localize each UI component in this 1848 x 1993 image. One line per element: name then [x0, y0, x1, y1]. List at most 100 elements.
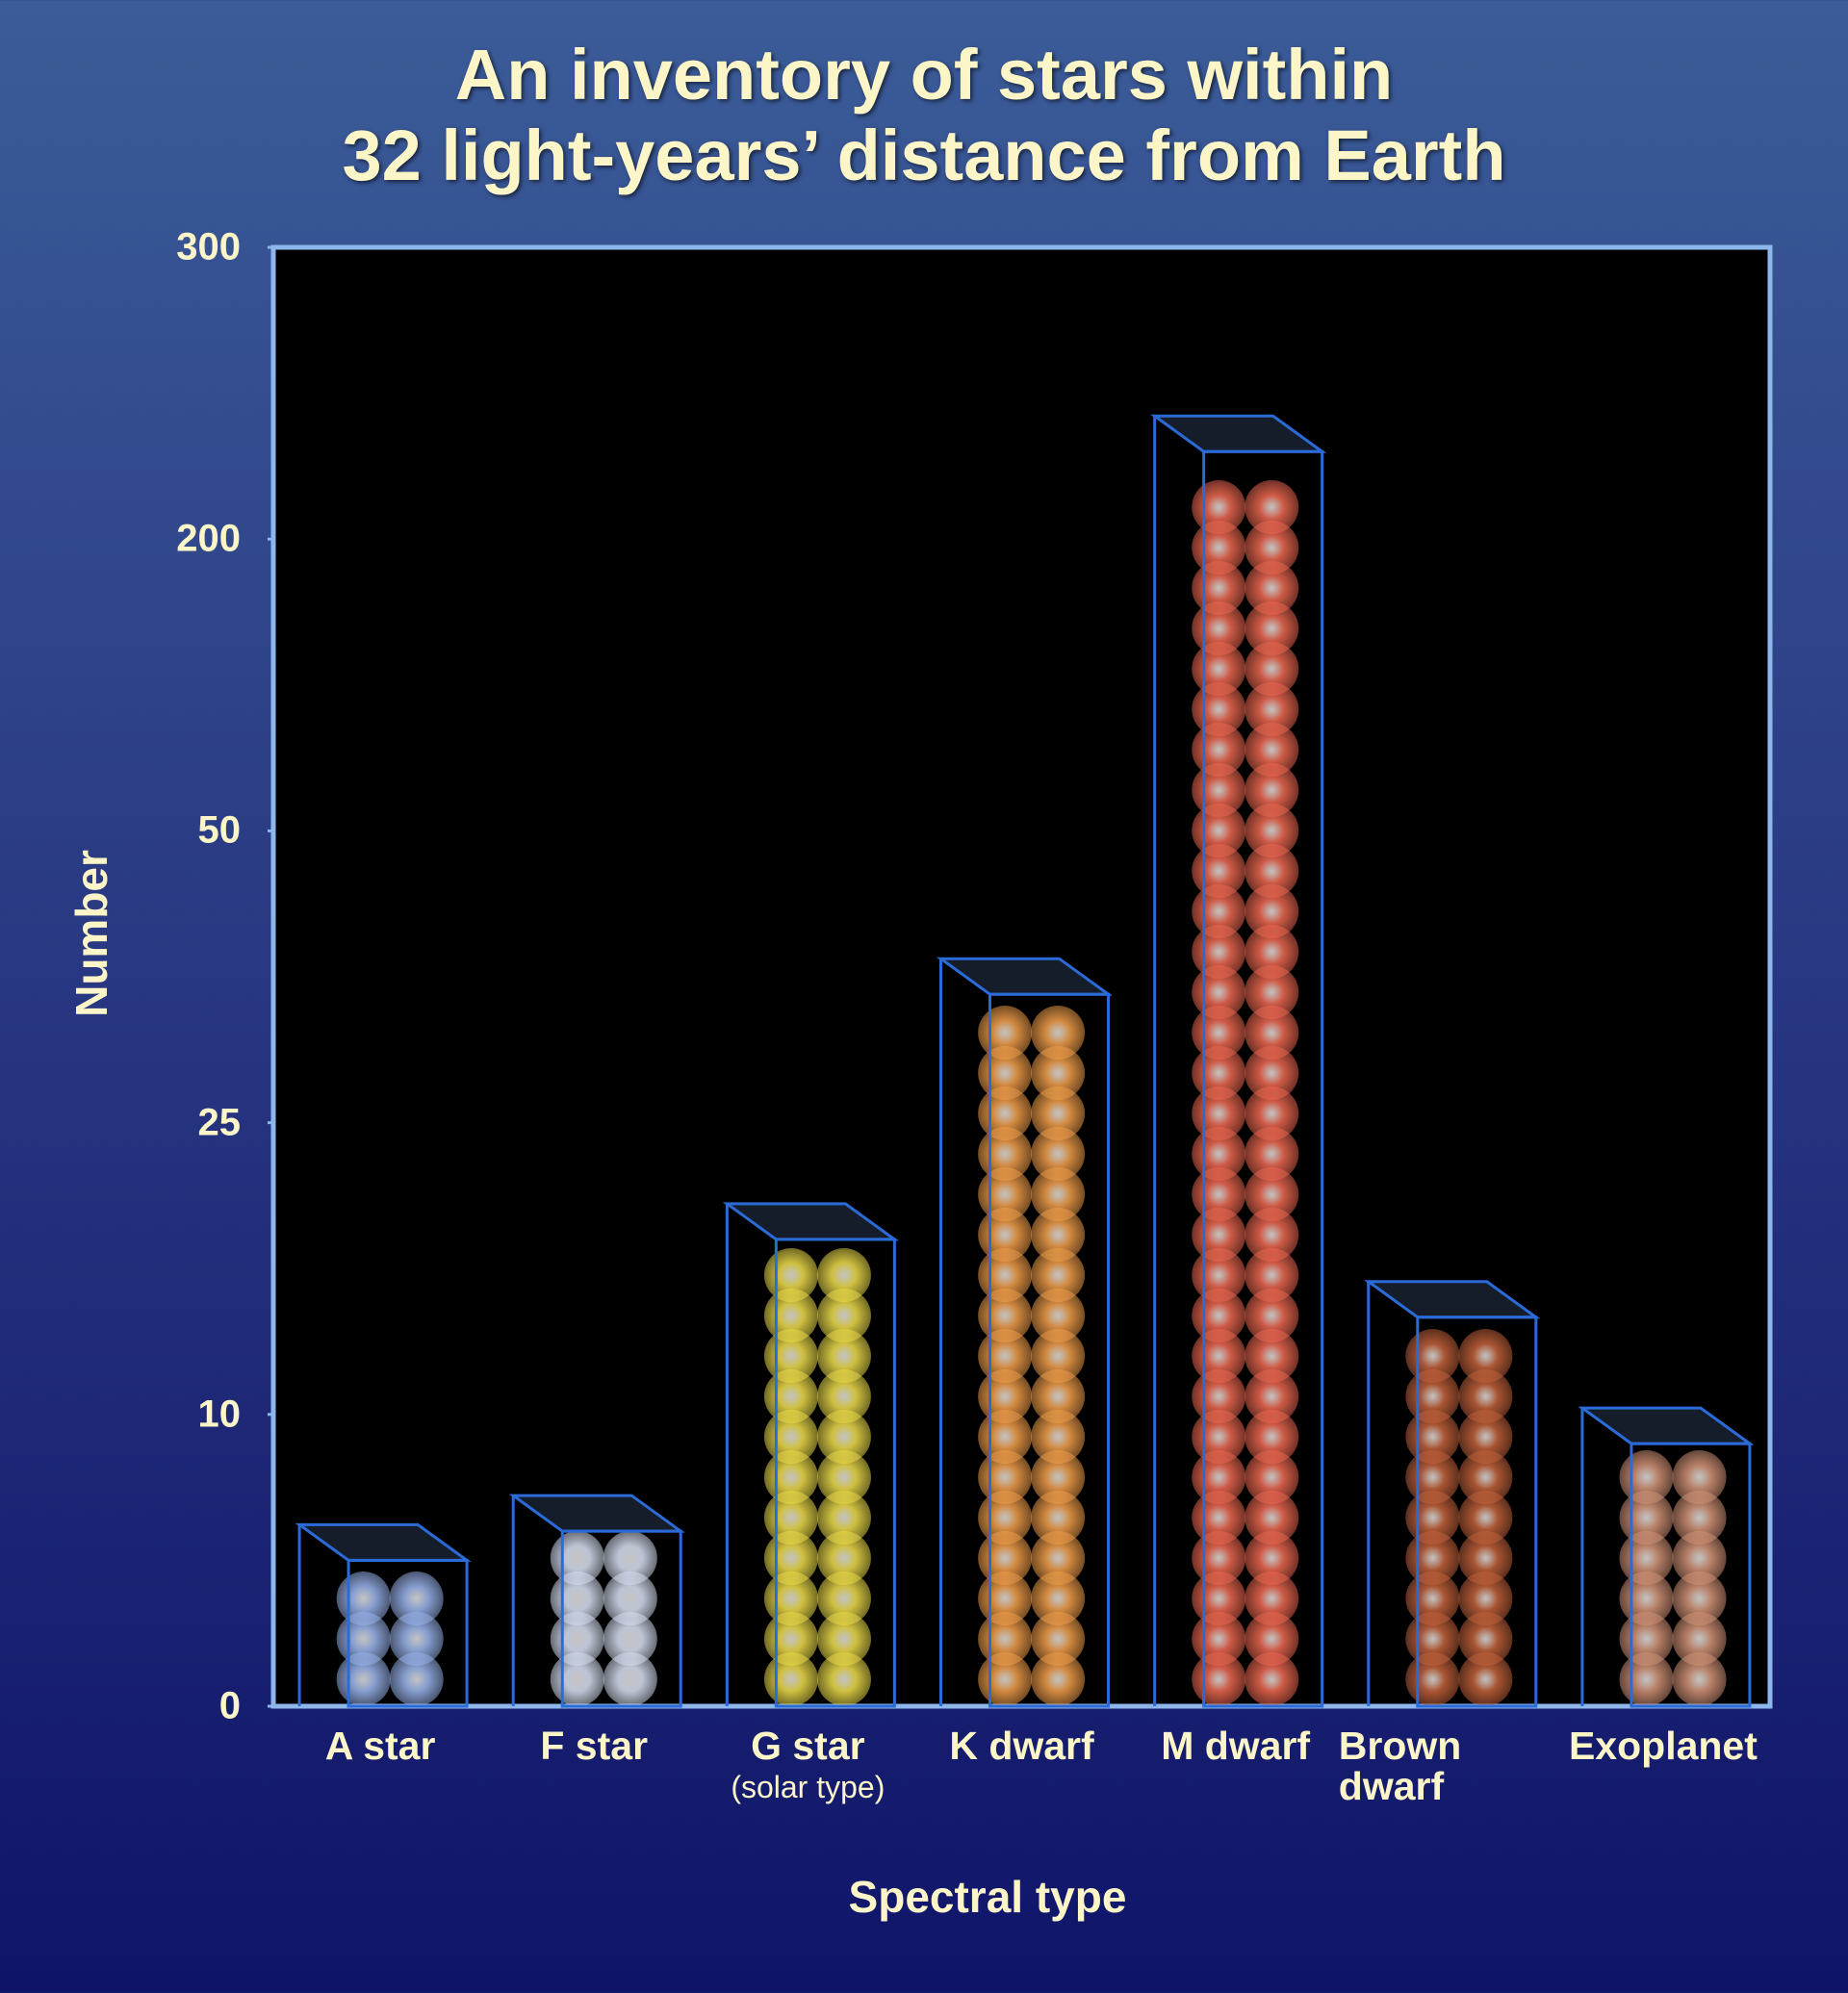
- bar: [774, 1238, 896, 1708]
- star-sphere: [978, 1006, 1033, 1060]
- star-sphere: [1031, 1410, 1086, 1464]
- star-sphere: [1405, 1329, 1460, 1383]
- star-sphere: [550, 1531, 604, 1585]
- star-sphere: [1245, 844, 1299, 898]
- star-sphere: [603, 1612, 657, 1666]
- star-sphere: [1458, 1652, 1513, 1706]
- star-fill: [1405, 1329, 1513, 1706]
- star-sphere: [389, 1571, 444, 1625]
- y-tick-label: 0: [218, 1684, 241, 1727]
- star-sphere: [816, 1289, 871, 1342]
- bar: [988, 992, 1110, 1708]
- x-tick-label: Exoplanet: [1568, 1724, 1758, 1768]
- star-sphere: [978, 1248, 1033, 1302]
- star-sphere: [978, 1450, 1033, 1504]
- star-sphere: [1192, 723, 1246, 777]
- star-sphere: [1619, 1652, 1674, 1706]
- star-sphere: [1672, 1652, 1727, 1706]
- star-sphere: [1192, 1006, 1246, 1060]
- chart-title: An inventory of stars within 32 light-ye…: [342, 35, 1506, 195]
- star-sphere: [1192, 480, 1246, 534]
- star-sphere: [603, 1531, 657, 1585]
- star-sphere: [816, 1369, 871, 1423]
- star-sphere: [816, 1410, 871, 1464]
- star-sphere: [1458, 1491, 1513, 1545]
- star-sphere: [389, 1652, 444, 1706]
- star-sphere: [1245, 925, 1299, 979]
- star-sphere: [1672, 1571, 1727, 1625]
- star-sphere: [763, 1531, 818, 1585]
- star-sphere: [1031, 1167, 1086, 1221]
- star-sphere: [1245, 1167, 1299, 1221]
- star-sphere: [1031, 1046, 1086, 1100]
- star-sphere: [816, 1491, 871, 1545]
- star-sphere: [1405, 1369, 1460, 1423]
- bar: [1416, 1316, 1538, 1708]
- star-sphere: [1245, 884, 1299, 938]
- star-sphere: [1245, 1652, 1299, 1706]
- star-sphere: [1031, 1652, 1086, 1706]
- star-sphere: [550, 1571, 604, 1625]
- star-sphere: [1192, 1369, 1246, 1423]
- star-sphere: [816, 1329, 871, 1383]
- star-sphere: [763, 1571, 818, 1625]
- star-sphere: [1245, 804, 1299, 857]
- star-sphere: [1458, 1450, 1513, 1504]
- x-tick-label: G star: [751, 1724, 865, 1768]
- star-sphere: [1192, 804, 1246, 857]
- star-sphere: [1192, 682, 1246, 736]
- star-sphere: [978, 1410, 1033, 1464]
- star-sphere: [1245, 1248, 1299, 1302]
- star-sphere: [1405, 1450, 1460, 1504]
- star-sphere: [1031, 1450, 1086, 1504]
- star-sphere: [816, 1450, 871, 1504]
- star-sphere: [1192, 1127, 1246, 1181]
- star-sphere: [763, 1248, 818, 1302]
- star-sphere: [1245, 682, 1299, 736]
- star-sphere: [1245, 1046, 1299, 1100]
- star-sphere: [763, 1450, 818, 1504]
- star-sphere: [1192, 561, 1246, 615]
- star-sphere: [550, 1612, 604, 1666]
- star-sphere: [1245, 642, 1299, 696]
- star-sphere: [1245, 1571, 1299, 1625]
- star-fill: [1619, 1450, 1727, 1706]
- star-sphere: [978, 1046, 1033, 1100]
- star-sphere: [1192, 1410, 1246, 1464]
- star-sphere: [550, 1652, 604, 1706]
- star-sphere: [816, 1248, 871, 1302]
- x-tick-label: M dwarf: [1161, 1724, 1311, 1768]
- x-tick-label: Brown dwarf: [1338, 1724, 1462, 1808]
- star-sphere: [1192, 844, 1246, 898]
- star-fill: [336, 1571, 444, 1706]
- star-sphere: [1245, 965, 1299, 1019]
- x-tick-label: F star: [540, 1724, 649, 1768]
- star-sphere: [336, 1571, 391, 1625]
- star-sphere: [1192, 965, 1246, 1019]
- star-sphere: [1619, 1450, 1674, 1504]
- star-sphere: [978, 1329, 1033, 1383]
- star-sphere: [1192, 1289, 1246, 1342]
- star-sphere: [763, 1329, 818, 1383]
- star-sphere: [1245, 723, 1299, 777]
- star-sphere: [1031, 1329, 1086, 1383]
- star-sphere: [1031, 1369, 1086, 1423]
- star-sphere: [1192, 925, 1246, 979]
- y-tick-label: 300: [176, 225, 241, 268]
- star-sphere: [1458, 1329, 1513, 1383]
- star-sphere: [978, 1491, 1033, 1545]
- star-sphere: [1245, 1086, 1299, 1140]
- star-sphere: [1245, 1410, 1299, 1464]
- star-sphere: [1405, 1410, 1460, 1464]
- star-sphere: [978, 1289, 1033, 1342]
- star-sphere: [978, 1571, 1033, 1625]
- star-sphere: [978, 1208, 1033, 1262]
- star-sphere: [1192, 884, 1246, 938]
- star-sphere: [1192, 1652, 1246, 1706]
- star-sphere: [1192, 1571, 1246, 1625]
- star-sphere: [1405, 1652, 1460, 1706]
- star-sphere: [1031, 1491, 1086, 1545]
- star-sphere: [1619, 1612, 1674, 1666]
- star-sphere: [1245, 1127, 1299, 1181]
